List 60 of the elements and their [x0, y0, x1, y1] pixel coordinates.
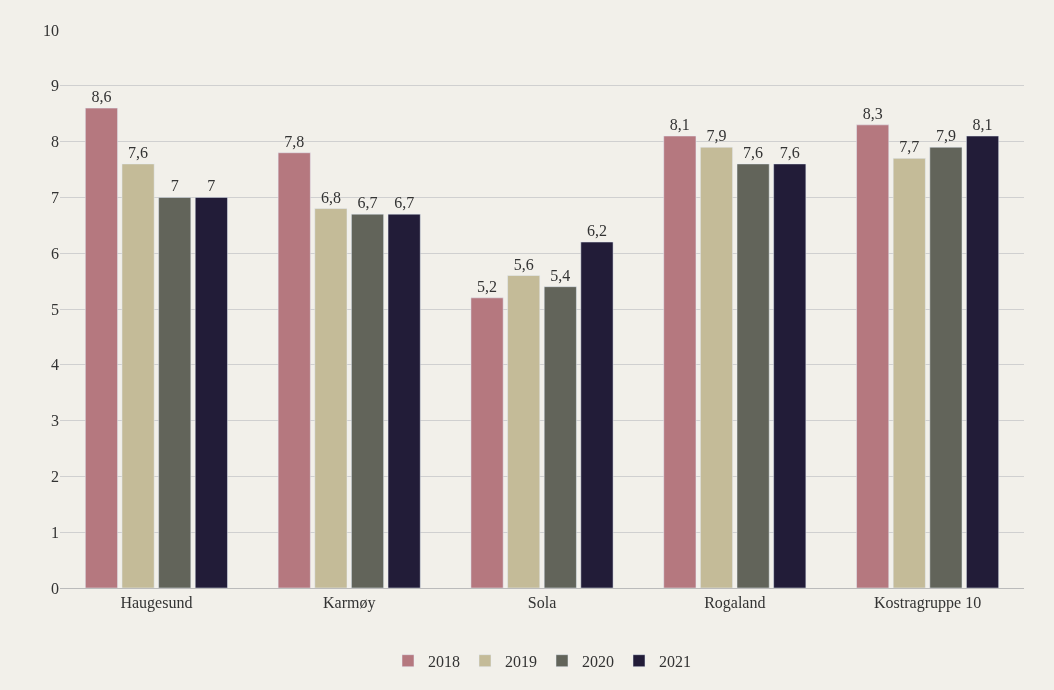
data-label: 8,3 — [862, 104, 883, 122]
bar — [387, 213, 421, 588]
y-tick-label: 8 — [51, 133, 59, 151]
bar — [773, 163, 807, 588]
bar — [194, 197, 228, 588]
bar — [314, 208, 348, 588]
x-tick-label: Karmøy — [322, 594, 376, 613]
data-label: 7,6 — [128, 143, 149, 161]
legend-label: 2019 — [505, 652, 537, 670]
bar — [892, 158, 926, 588]
data-label: 7,9 — [935, 127, 956, 145]
x-tick-label: Haugesund — [120, 594, 193, 613]
data-label: 7,9 — [706, 127, 727, 145]
data-label: 8,6 — [91, 88, 112, 106]
bar — [543, 286, 577, 588]
bar — [856, 124, 890, 588]
data-label: 5,6 — [513, 255, 534, 273]
x-tick-label: Sola — [527, 594, 557, 612]
y-tick-label: 9 — [51, 77, 59, 95]
bar — [470, 297, 504, 588]
y-tick-label: 7 — [51, 189, 59, 206]
data-label: 7,7 — [899, 138, 920, 156]
y-tick-label: 6 — [51, 244, 59, 262]
data-label: 8,1 — [972, 116, 993, 134]
bar — [929, 146, 963, 588]
y-tick-label: 3 — [51, 412, 59, 430]
data-label: 7 — [207, 177, 216, 195]
data-label: 6,8 — [320, 188, 341, 206]
data-label: 5,2 — [477, 277, 498, 295]
y-tick-label: 4 — [51, 356, 59, 374]
legend-label: 2020 — [582, 652, 614, 670]
bar — [507, 275, 541, 588]
x-tick-label: Rogaland — [704, 594, 766, 613]
data-label: 6,2 — [586, 222, 607, 240]
y-tick-label: 0 — [51, 579, 59, 597]
data-label: 7 — [170, 177, 179, 195]
x-tick-label: Kostragruppe 10 — [874, 594, 982, 613]
data-label: 8,1 — [669, 116, 690, 134]
bar — [158, 197, 192, 588]
data-label: 7,8 — [284, 132, 305, 150]
bar — [700, 146, 733, 588]
bar — [736, 163, 770, 588]
legend-label: 2021 — [659, 652, 691, 670]
bar — [580, 241, 614, 588]
bar — [121, 163, 155, 588]
y-tick-label: 1 — [51, 523, 59, 541]
data-label: 7,6 — [743, 143, 764, 161]
bar — [966, 135, 999, 588]
data-label: 7,6 — [779, 143, 800, 161]
bar — [663, 135, 697, 588]
legend-label: 2018 — [428, 652, 460, 670]
y-tick-label: 5 — [51, 300, 59, 318]
y-tick-label: 10 — [43, 21, 59, 39]
bar — [351, 213, 384, 588]
bar — [85, 107, 118, 588]
data-label: 6,7 — [357, 194, 378, 212]
data-label: 5,4 — [550, 266, 571, 284]
y-tick-label: 2 — [51, 468, 59, 485]
data-label: 6,7 — [394, 194, 415, 212]
bar — [277, 152, 311, 588]
